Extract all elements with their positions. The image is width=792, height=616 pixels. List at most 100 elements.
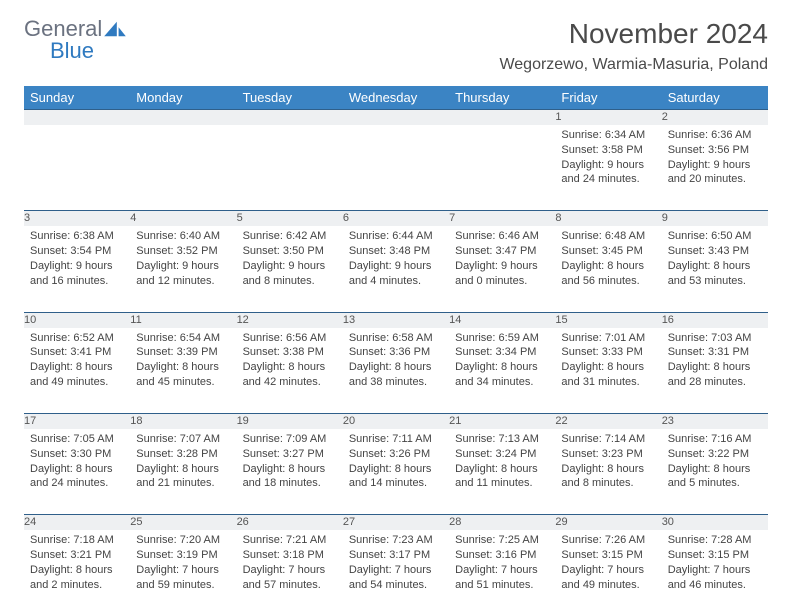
day-cell: Sunrise: 7:21 AMSunset: 3:18 PMDaylight:… [237,530,343,616]
day-number: 2 [662,110,768,125]
day-number [237,110,343,125]
daylight-text: Daylight: 7 hours and 49 minutes. [561,563,655,593]
weekday-header: Sunday [24,86,130,110]
sunset-text: Sunset: 3:27 PM [243,447,337,462]
day-number [130,110,236,125]
day-cell: Sunrise: 7:28 AMSunset: 3:15 PMDaylight:… [662,530,768,616]
day-number: 17 [24,414,130,429]
daylight-text: Daylight: 8 hours and 18 minutes. [243,462,337,492]
day-cell: Sunrise: 7:05 AMSunset: 3:30 PMDaylight:… [24,429,130,515]
sunrise-text: Sunrise: 7:01 AM [561,331,655,346]
day-cell: Sunrise: 7:20 AMSunset: 3:19 PMDaylight:… [130,530,236,616]
sunset-text: Sunset: 3:50 PM [243,244,337,259]
daylight-text: Daylight: 9 hours and 24 minutes. [561,158,655,188]
sunset-text: Sunset: 3:48 PM [349,244,443,259]
sunset-text: Sunset: 3:15 PM [561,548,655,563]
daylight-text: Daylight: 9 hours and 20 minutes. [668,158,762,188]
location: Wegorzewo, Warmia-Masuria, Poland [499,56,768,74]
day-number [343,110,449,125]
title-block: November 2024 Wegorzewo, Warmia-Masuria,… [499,18,768,74]
day-number: 16 [662,312,768,327]
daylight-text: Daylight: 7 hours and 54 minutes. [349,563,443,593]
sunset-text: Sunset: 3:21 PM [30,548,124,563]
weekday-header: Thursday [449,86,555,110]
sunrise-text: Sunrise: 7:26 AM [561,533,655,548]
day-cell: Sunrise: 7:26 AMSunset: 3:15 PMDaylight:… [555,530,661,616]
sunset-text: Sunset: 3:18 PM [243,548,337,563]
week-row: Sunrise: 7:05 AMSunset: 3:30 PMDaylight:… [24,429,768,515]
week-row: Sunrise: 6:38 AMSunset: 3:54 PMDaylight:… [24,226,768,312]
sunset-text: Sunset: 3:15 PM [668,548,762,563]
sunrise-text: Sunrise: 7:07 AM [136,432,230,447]
sunrise-text: Sunrise: 6:48 AM [561,229,655,244]
day-number [449,110,555,125]
weekday-header: Friday [555,86,661,110]
sunrise-text: Sunrise: 7:03 AM [668,331,762,346]
day-cell [24,125,130,211]
sunset-text: Sunset: 3:45 PM [561,244,655,259]
sunset-text: Sunset: 3:17 PM [349,548,443,563]
daylight-text: Daylight: 9 hours and 0 minutes. [455,259,549,289]
day-cell: Sunrise: 6:59 AMSunset: 3:34 PMDaylight:… [449,328,555,414]
daylight-text: Daylight: 8 hours and 45 minutes. [136,360,230,390]
daylight-text: Daylight: 8 hours and 24 minutes. [30,462,124,492]
day-number: 3 [24,211,130,226]
day-cell: Sunrise: 6:42 AMSunset: 3:50 PMDaylight:… [237,226,343,312]
day-number: 13 [343,312,449,327]
day-cell: Sunrise: 6:40 AMSunset: 3:52 PMDaylight:… [130,226,236,312]
day-cell: Sunrise: 6:36 AMSunset: 3:56 PMDaylight:… [662,125,768,211]
weekday-header: Monday [130,86,236,110]
day-cell: Sunrise: 7:14 AMSunset: 3:23 PMDaylight:… [555,429,661,515]
daylight-text: Daylight: 7 hours and 51 minutes. [455,563,549,593]
day-number: 25 [130,515,236,530]
day-cell: Sunrise: 7:23 AMSunset: 3:17 PMDaylight:… [343,530,449,616]
sunset-text: Sunset: 3:58 PM [561,143,655,158]
daylight-text: Daylight: 9 hours and 4 minutes. [349,259,443,289]
day-number: 26 [237,515,343,530]
calendar-table: Sunday Monday Tuesday Wednesday Thursday… [24,86,768,616]
sunrise-text: Sunrise: 6:34 AM [561,128,655,143]
day-cell: Sunrise: 7:07 AMSunset: 3:28 PMDaylight:… [130,429,236,515]
sunrise-text: Sunrise: 6:59 AM [455,331,549,346]
sunset-text: Sunset: 3:47 PM [455,244,549,259]
sunrise-text: Sunrise: 6:40 AM [136,229,230,244]
day-cell: Sunrise: 7:25 AMSunset: 3:16 PMDaylight:… [449,530,555,616]
day-number: 18 [130,414,236,429]
day-number: 7 [449,211,555,226]
sunrise-text: Sunrise: 6:44 AM [349,229,443,244]
daylight-text: Daylight: 8 hours and 28 minutes. [668,360,762,390]
day-cell: Sunrise: 6:52 AMSunset: 3:41 PMDaylight:… [24,328,130,414]
day-cell: Sunrise: 6:34 AMSunset: 3:58 PMDaylight:… [555,125,661,211]
weekday-header: Saturday [662,86,768,110]
day-number: 14 [449,312,555,327]
day-cell: Sunrise: 6:50 AMSunset: 3:43 PMDaylight:… [662,226,768,312]
day-number-row: 10111213141516 [24,312,768,327]
daylight-text: Daylight: 8 hours and 56 minutes. [561,259,655,289]
header: General Blue November 2024 Wegorzewo, Wa… [24,18,768,74]
sunset-text: Sunset: 3:41 PM [30,345,124,360]
day-number: 29 [555,515,661,530]
day-number: 10 [24,312,130,327]
sunset-text: Sunset: 3:52 PM [136,244,230,259]
day-number: 19 [237,414,343,429]
sunset-text: Sunset: 3:30 PM [30,447,124,462]
day-number: 8 [555,211,661,226]
day-cell: Sunrise: 7:09 AMSunset: 3:27 PMDaylight:… [237,429,343,515]
daylight-text: Daylight: 9 hours and 12 minutes. [136,259,230,289]
sunset-text: Sunset: 3:23 PM [561,447,655,462]
daylight-text: Daylight: 8 hours and 2 minutes. [30,563,124,593]
day-number: 12 [237,312,343,327]
day-number-row: 24252627282930 [24,515,768,530]
daylight-text: Daylight: 8 hours and 11 minutes. [455,462,549,492]
day-cell: Sunrise: 6:54 AMSunset: 3:39 PMDaylight:… [130,328,236,414]
sunset-text: Sunset: 3:24 PM [455,447,549,462]
sail-icon [104,20,126,38]
day-cell: Sunrise: 6:56 AMSunset: 3:38 PMDaylight:… [237,328,343,414]
sunset-text: Sunset: 3:26 PM [349,447,443,462]
day-number: 27 [343,515,449,530]
sunrise-text: Sunrise: 7:21 AM [243,533,337,548]
sunrise-text: Sunrise: 6:36 AM [668,128,762,143]
sunrise-text: Sunrise: 6:38 AM [30,229,124,244]
sunrise-text: Sunrise: 7:25 AM [455,533,549,548]
day-number [24,110,130,125]
